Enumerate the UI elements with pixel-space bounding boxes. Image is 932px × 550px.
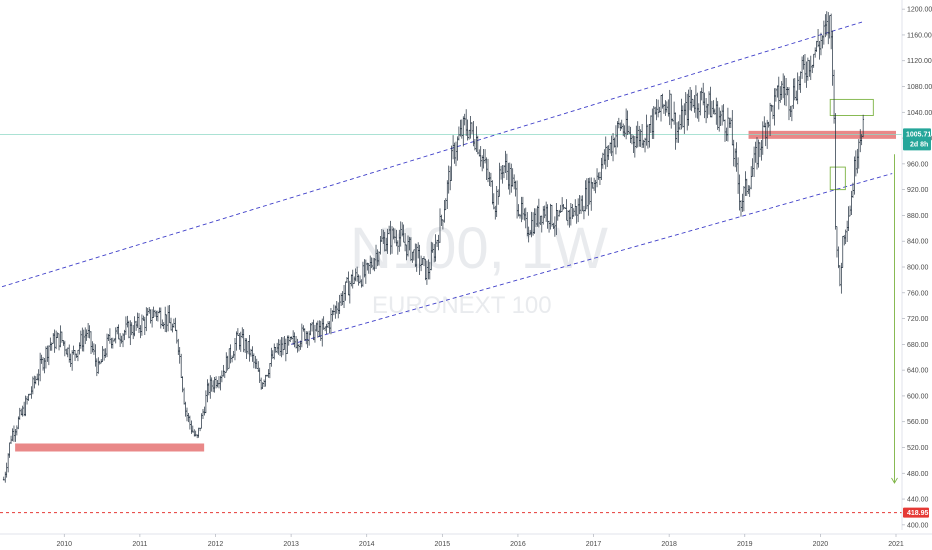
y-tick-label: 400.00: [907, 522, 929, 529]
y-tick-label: 520.00: [907, 445, 929, 452]
x-tick-label: 2020: [813, 541, 829, 548]
current-price-value: 1005.71: [906, 131, 931, 138]
x-tick-label: 2015: [435, 541, 451, 548]
x-tick-label: 2018: [661, 541, 677, 548]
target-price-badge: [903, 507, 929, 518]
y-tick-label: 1080.00: [907, 84, 932, 91]
bar-countdown: 2d 8h: [910, 141, 928, 148]
projection-box-6: [829, 98, 874, 116]
y-tick-label: 1200.00: [907, 7, 932, 14]
y-tick-label: 560.00: [907, 419, 929, 426]
y-tick-label: 920.00: [907, 187, 929, 194]
channel-line-0: [0, 21, 863, 288]
y-tick-label: 600.00: [907, 393, 929, 400]
support-zone: [15, 443, 205, 452]
y-tick-label: 760.00: [907, 290, 929, 297]
x-tick-label: 2016: [510, 541, 526, 548]
y-tick-label: 1120.00: [907, 58, 932, 65]
y-tick-label: 960.00: [907, 161, 929, 168]
watermark-symbol: N100, 1W: [350, 216, 608, 281]
watermark-name: EURONEXT 100: [372, 292, 552, 319]
y-tick-label: 440.00: [907, 497, 929, 504]
projection-arrowhead: [891, 477, 898, 484]
x-tick-label: 2017: [586, 541, 602, 548]
y-tick-label: 800.00: [907, 265, 929, 272]
x-tick-label: 2019: [737, 541, 753, 548]
x-tick-label: 2010: [56, 541, 72, 548]
x-tick-label: 2014: [359, 541, 375, 548]
y-tick-label: 480.00: [907, 471, 929, 478]
y-tick-label: 1040.00: [907, 110, 932, 117]
x-tick-label: 2011: [132, 541, 147, 548]
y-tick-label: 680.00: [907, 342, 929, 349]
channel-line-1: [290, 173, 893, 345]
projection-box-7: [829, 166, 846, 191]
x-tick-label: 2012: [208, 541, 224, 548]
y-tick-label: 640.00: [907, 368, 929, 375]
target-price-value: 418.95: [907, 510, 929, 517]
resistance-zone: [748, 130, 896, 139]
y-tick-label: 880.00: [907, 213, 929, 220]
x-tick-label: 2013: [283, 541, 299, 548]
current-price-badge: [903, 128, 931, 151]
y-tick-label: 1160.00: [907, 32, 932, 39]
y-tick-label: 720.00: [907, 316, 929, 323]
x-tick-label: 2021: [888, 541, 904, 548]
y-tick-label: 840.00: [907, 239, 929, 246]
